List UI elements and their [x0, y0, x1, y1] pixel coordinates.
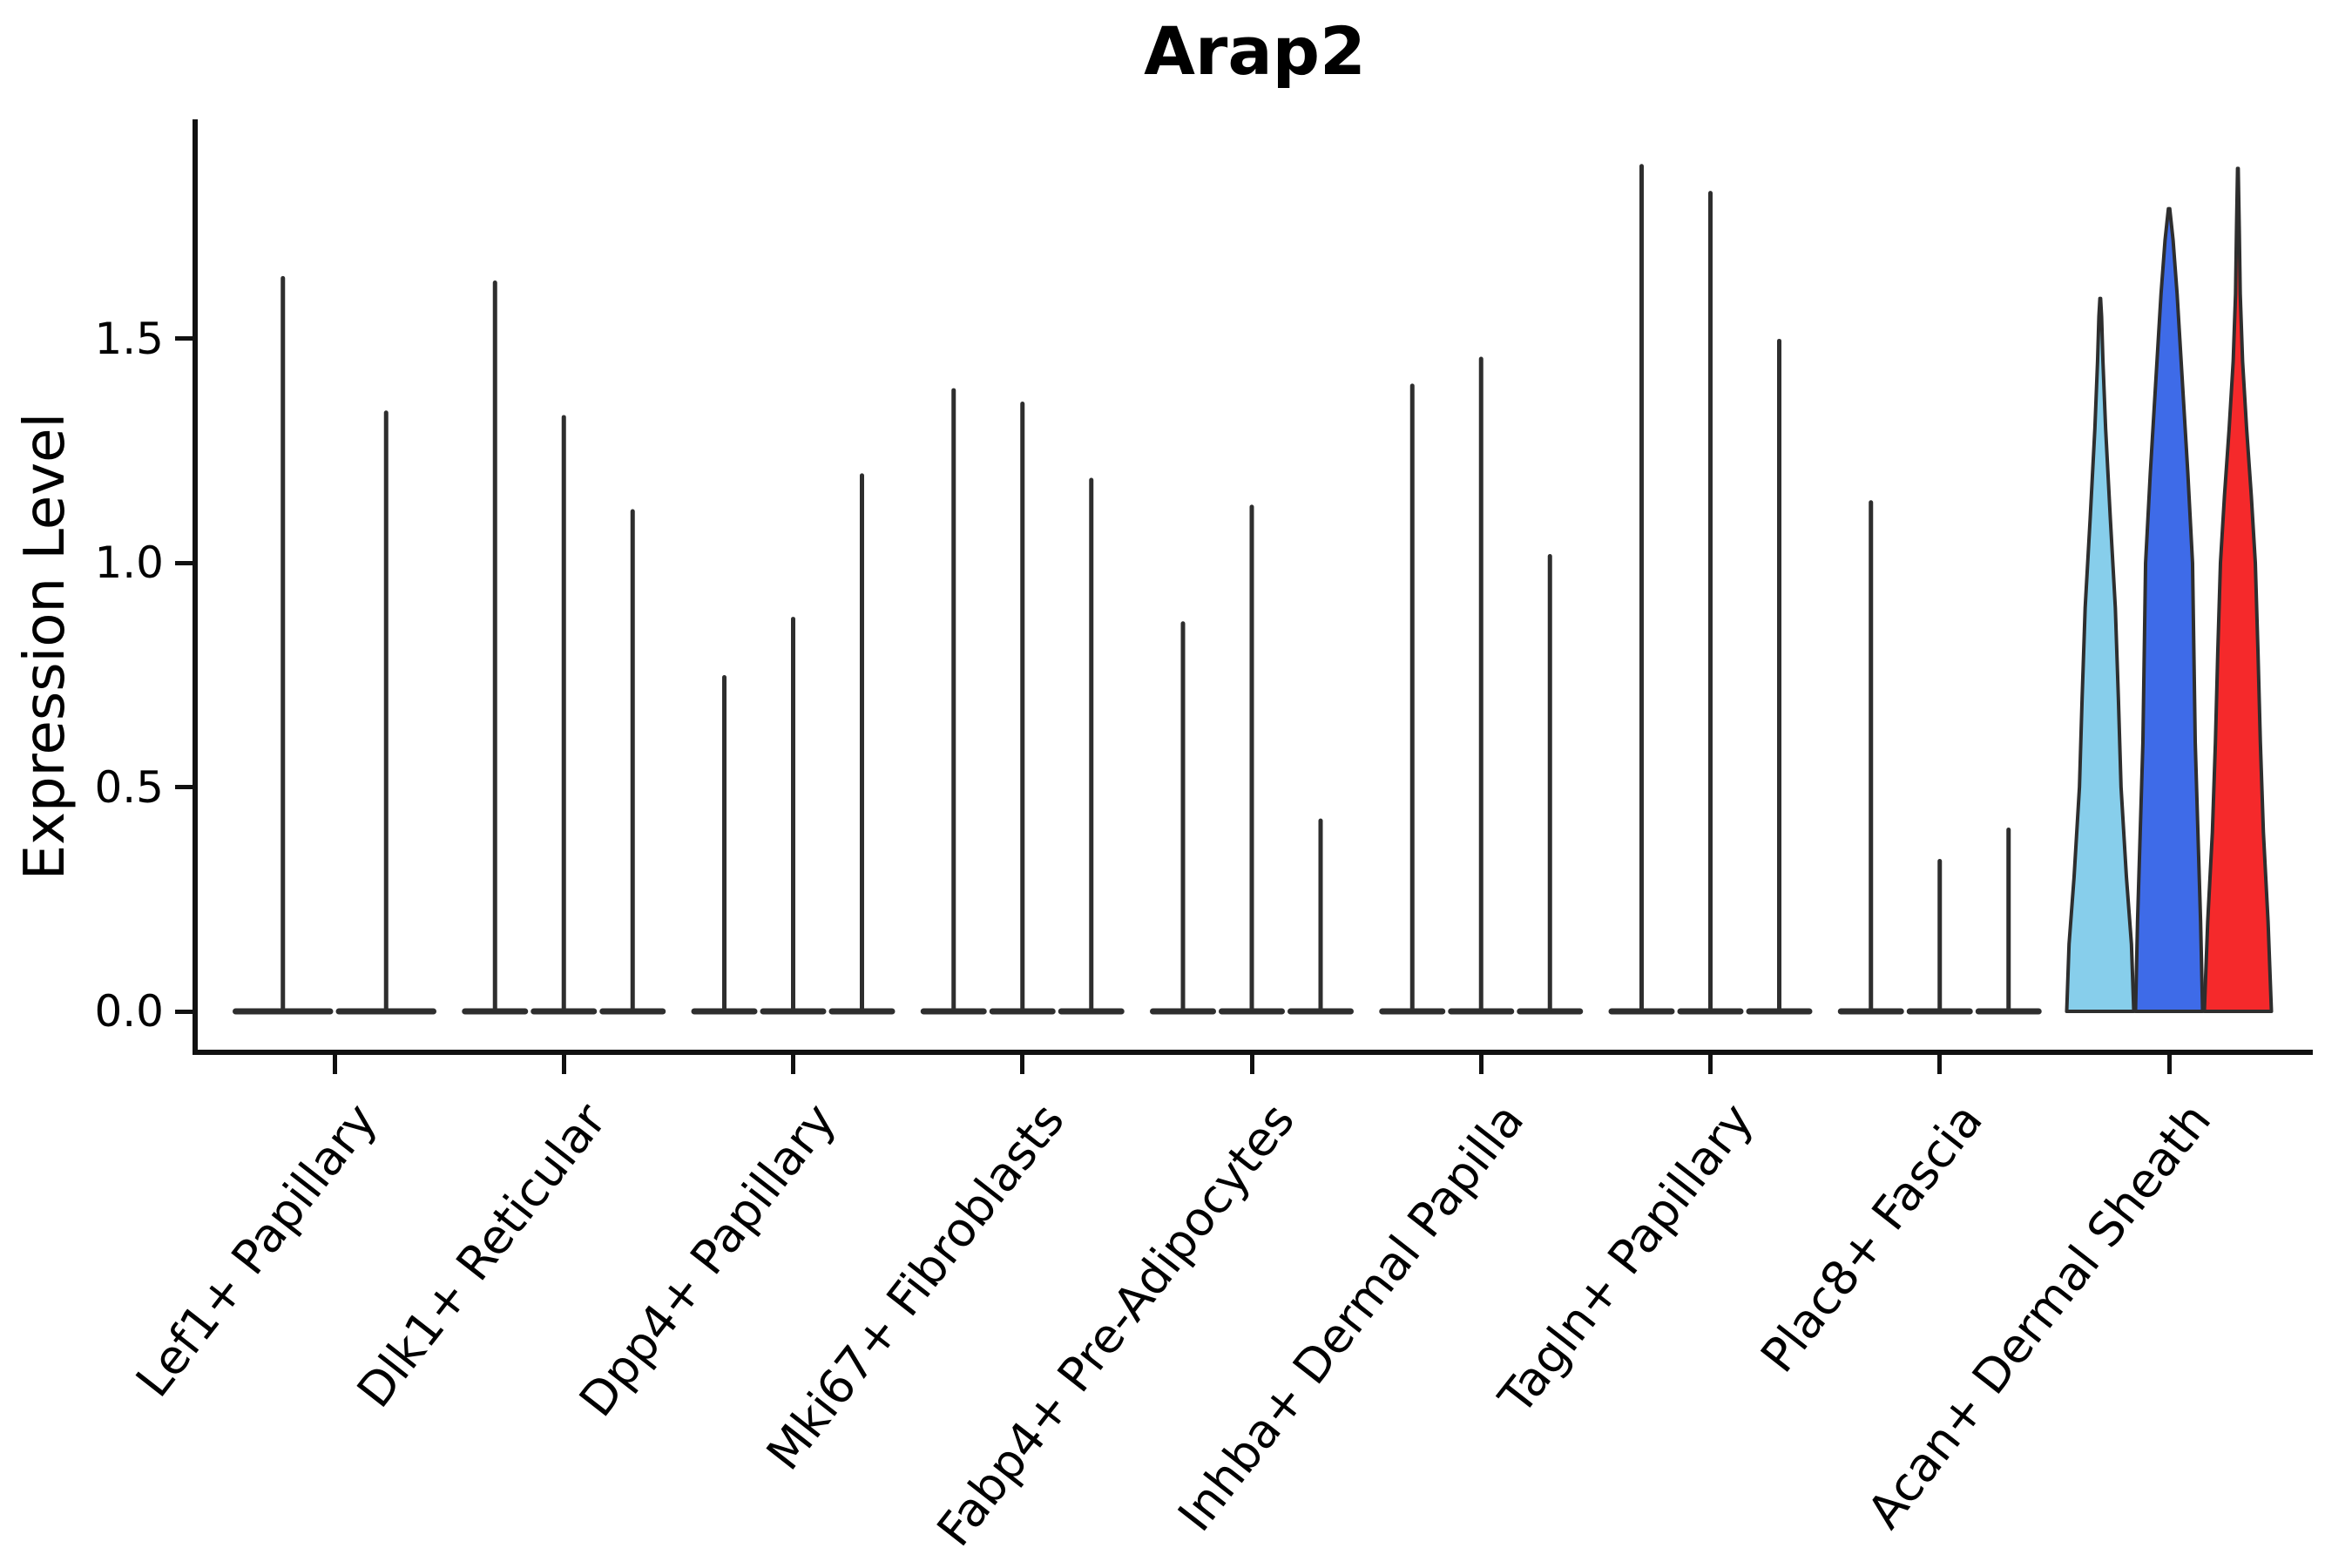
y-tick: [175, 785, 193, 790]
violin-spike: [1409, 383, 1415, 1011]
violin-spike: [1708, 191, 1713, 1011]
violin-spike: [383, 410, 389, 1011]
x-tick: [1708, 1055, 1713, 1074]
violin-spike: [1249, 504, 1254, 1011]
violin-spike: [2006, 827, 2011, 1011]
violin-spike: [1089, 477, 1094, 1011]
x-tick: [332, 1055, 337, 1074]
violin-density: [2133, 206, 2205, 1013]
x-tick: [791, 1055, 795, 1074]
violin-spike: [280, 275, 286, 1012]
violin-spike: [1020, 402, 1025, 1011]
y-tick: [175, 1009, 193, 1014]
y-tick-label: 0.5: [94, 761, 164, 813]
violin-density: [2065, 296, 2136, 1013]
violin-spike: [1318, 818, 1323, 1011]
violin-spike: [492, 280, 497, 1011]
x-tick: [1937, 1055, 1943, 1074]
violin-spike: [722, 674, 727, 1011]
x-tick: [1478, 1055, 1484, 1074]
x-tick: [1249, 1055, 1254, 1074]
violin-spike: [791, 617, 795, 1011]
violin-spike: [1937, 859, 1943, 1011]
plot-title: Arap2: [1144, 12, 1366, 90]
violin-spike: [1639, 164, 1644, 1012]
violin-spike: [1547, 554, 1552, 1011]
violin-spike: [951, 388, 956, 1011]
violin-spike: [860, 473, 864, 1011]
violin-spike: [1180, 621, 1186, 1011]
y-tick-label: 1.0: [94, 537, 164, 589]
x-tick: [2166, 1055, 2172, 1074]
y-tick-label: 0.0: [94, 986, 164, 1037]
x-tick: [1020, 1055, 1025, 1074]
y-tick: [175, 560, 193, 565]
violin-spike: [1869, 500, 1874, 1011]
violin-density: [2202, 166, 2274, 1013]
x-tick: [561, 1055, 566, 1074]
y-axis-spine: [193, 119, 198, 1055]
violin-spike: [1478, 356, 1484, 1012]
y-tick: [175, 336, 193, 341]
y-tick-label: 1.5: [94, 313, 164, 364]
violin-spike: [630, 509, 635, 1011]
x-axis-spine: [193, 1050, 2313, 1055]
violin-spike: [1777, 338, 1781, 1011]
violin-spike: [561, 415, 566, 1012]
